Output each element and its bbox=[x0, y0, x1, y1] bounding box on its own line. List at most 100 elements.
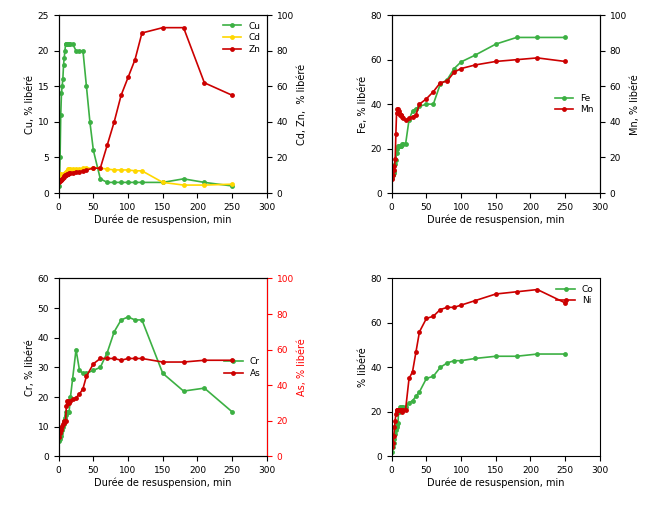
Zn bbox=[228, 92, 236, 98]
Mn bbox=[451, 69, 458, 75]
Mn bbox=[492, 58, 499, 64]
Co bbox=[402, 405, 409, 411]
Cr bbox=[76, 367, 83, 373]
Fe bbox=[457, 59, 465, 65]
Cr bbox=[110, 329, 118, 335]
As bbox=[56, 430, 64, 436]
Fe bbox=[393, 150, 400, 156]
Co bbox=[436, 365, 444, 371]
Ni bbox=[394, 407, 402, 413]
Ni bbox=[409, 369, 417, 375]
Cu bbox=[59, 76, 67, 82]
Cd bbox=[228, 181, 236, 187]
Co bbox=[392, 426, 400, 432]
Cd bbox=[159, 179, 167, 186]
Ni bbox=[394, 407, 402, 413]
Mn bbox=[409, 114, 417, 120]
Cd bbox=[138, 168, 146, 174]
Cu bbox=[180, 176, 188, 182]
Cr bbox=[103, 349, 111, 355]
Cu bbox=[76, 48, 83, 54]
Mn bbox=[402, 117, 409, 123]
Fe bbox=[395, 143, 403, 150]
Cu bbox=[89, 148, 97, 154]
Cd bbox=[124, 167, 132, 173]
Ni bbox=[391, 418, 399, 424]
Mn bbox=[398, 114, 406, 120]
Co bbox=[451, 357, 458, 364]
As bbox=[67, 398, 74, 404]
Co bbox=[457, 357, 465, 364]
Co bbox=[443, 360, 451, 366]
Mn bbox=[422, 96, 430, 102]
Co bbox=[395, 407, 403, 413]
Cd bbox=[55, 170, 63, 176]
Ni bbox=[436, 307, 444, 313]
As bbox=[55, 433, 63, 440]
As bbox=[58, 423, 66, 429]
Cd bbox=[76, 166, 83, 172]
Fe bbox=[409, 108, 417, 114]
Cu bbox=[83, 83, 91, 89]
Zn bbox=[67, 169, 74, 175]
Cu bbox=[200, 179, 208, 186]
As bbox=[61, 418, 68, 424]
Cr bbox=[63, 409, 70, 415]
Cd bbox=[83, 165, 91, 171]
Fe bbox=[471, 52, 479, 58]
Fe bbox=[443, 77, 451, 83]
Co bbox=[394, 420, 402, 426]
Fe bbox=[398, 141, 406, 147]
Ni bbox=[561, 300, 569, 306]
As bbox=[59, 419, 67, 425]
Cd bbox=[131, 168, 139, 174]
As bbox=[79, 386, 87, 392]
Co bbox=[390, 440, 398, 446]
Fe bbox=[394, 143, 402, 150]
Co bbox=[397, 405, 405, 411]
Ni bbox=[457, 302, 465, 308]
Fe bbox=[394, 143, 402, 150]
Fe bbox=[393, 146, 401, 152]
Zn bbox=[59, 174, 67, 180]
Cd bbox=[96, 165, 104, 171]
Fe bbox=[389, 174, 396, 180]
Cd bbox=[65, 166, 73, 172]
Ni bbox=[492, 291, 499, 297]
Zn bbox=[79, 168, 87, 174]
Ni bbox=[396, 407, 404, 413]
Cu bbox=[62, 41, 70, 47]
Mn bbox=[389, 176, 396, 182]
Fe bbox=[389, 172, 397, 178]
Legend: Co, Ni: Co, Ni bbox=[555, 283, 595, 307]
As bbox=[138, 355, 146, 361]
Fe bbox=[415, 103, 423, 110]
Ni bbox=[412, 349, 420, 355]
As bbox=[117, 357, 125, 364]
Zn bbox=[138, 30, 146, 36]
As bbox=[68, 396, 76, 403]
Cr bbox=[65, 409, 72, 415]
Mn bbox=[561, 58, 569, 64]
Co bbox=[398, 405, 406, 411]
Cr bbox=[200, 385, 208, 391]
Mn bbox=[398, 112, 406, 118]
Y-axis label: Cr, % libéré: Cr, % libéré bbox=[25, 339, 35, 396]
Co bbox=[415, 389, 423, 395]
Fe bbox=[436, 81, 444, 87]
Zn bbox=[58, 176, 66, 182]
Cd bbox=[68, 166, 76, 172]
Cr bbox=[228, 409, 236, 415]
Fe bbox=[400, 141, 408, 147]
Cu bbox=[55, 183, 63, 189]
Legend: Cu, Cd, Zn: Cu, Cd, Zn bbox=[222, 20, 262, 56]
Zn bbox=[180, 25, 188, 31]
Cr bbox=[68, 376, 76, 382]
Co bbox=[394, 409, 402, 415]
Mn bbox=[395, 110, 403, 116]
Mn bbox=[391, 163, 398, 169]
Line: Cu: Cu bbox=[57, 41, 235, 189]
Cu bbox=[57, 112, 65, 118]
Ni bbox=[430, 313, 437, 319]
Cr bbox=[64, 409, 72, 415]
